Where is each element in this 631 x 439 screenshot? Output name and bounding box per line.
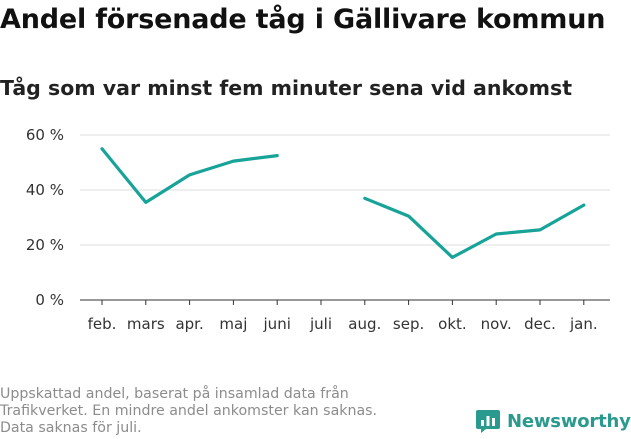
x-tick-label: apr. [175, 315, 203, 333]
x-tick-label: nov. [481, 315, 512, 333]
x-tick-label: mars [127, 315, 165, 333]
y-tick-label: 0 % [35, 291, 64, 309]
x-tick-label: juli [309, 315, 332, 333]
brand-logo: Newsworthy [475, 408, 631, 434]
y-tick-label: 20 % [26, 236, 64, 254]
series-lines [100, 147, 586, 259]
newsworthy-logo-icon [476, 410, 500, 433]
x-axis [80, 299, 610, 305]
footnote-line: Trafikverket. En mindre andel ankomster … [0, 403, 378, 419]
x-axis-tick-labels: feb. mars apr. maj juni juli aug. sep. okt. nov. d… [88, 315, 598, 333]
footnote-line: Data saknas för juli. [0, 420, 142, 436]
y-axis-tick-labels: 0 % 20 % 40 % 60 % [26, 126, 64, 309]
series-line-segment [100, 147, 279, 204]
footnote-line: Uppskattad andel, baserat på insamlad da… [0, 386, 349, 402]
line-chart: 0 % 20 % 40 % 60 % feb. mars apr. maj juni juli a… [26, 126, 610, 333]
x-tick-label: feb. [88, 315, 117, 333]
x-tick-label: dec. [524, 315, 556, 333]
brand-name: Newsworthy [507, 410, 631, 432]
footnote: Uppskattad andel, baserat på insamlad da… [0, 386, 460, 437]
x-tick-label: sep. [393, 315, 424, 333]
gridlines [80, 134, 610, 246]
y-tick-label: 60 % [26, 126, 64, 144]
chart-title: Andel försenade tåg i Gällivare kommun [0, 4, 606, 35]
x-tick-label: maj [219, 315, 247, 333]
chart-subtitle: Tåg som var minst fem minuter sena vid a… [0, 76, 573, 100]
x-tick-label: juni [263, 315, 291, 333]
x-tick-label: jan. [569, 315, 598, 333]
x-tick-label: okt. [438, 315, 467, 333]
y-tick-label: 40 % [26, 181, 64, 199]
series-line-segment [363, 196, 586, 259]
x-tick-label: aug. [348, 315, 381, 333]
